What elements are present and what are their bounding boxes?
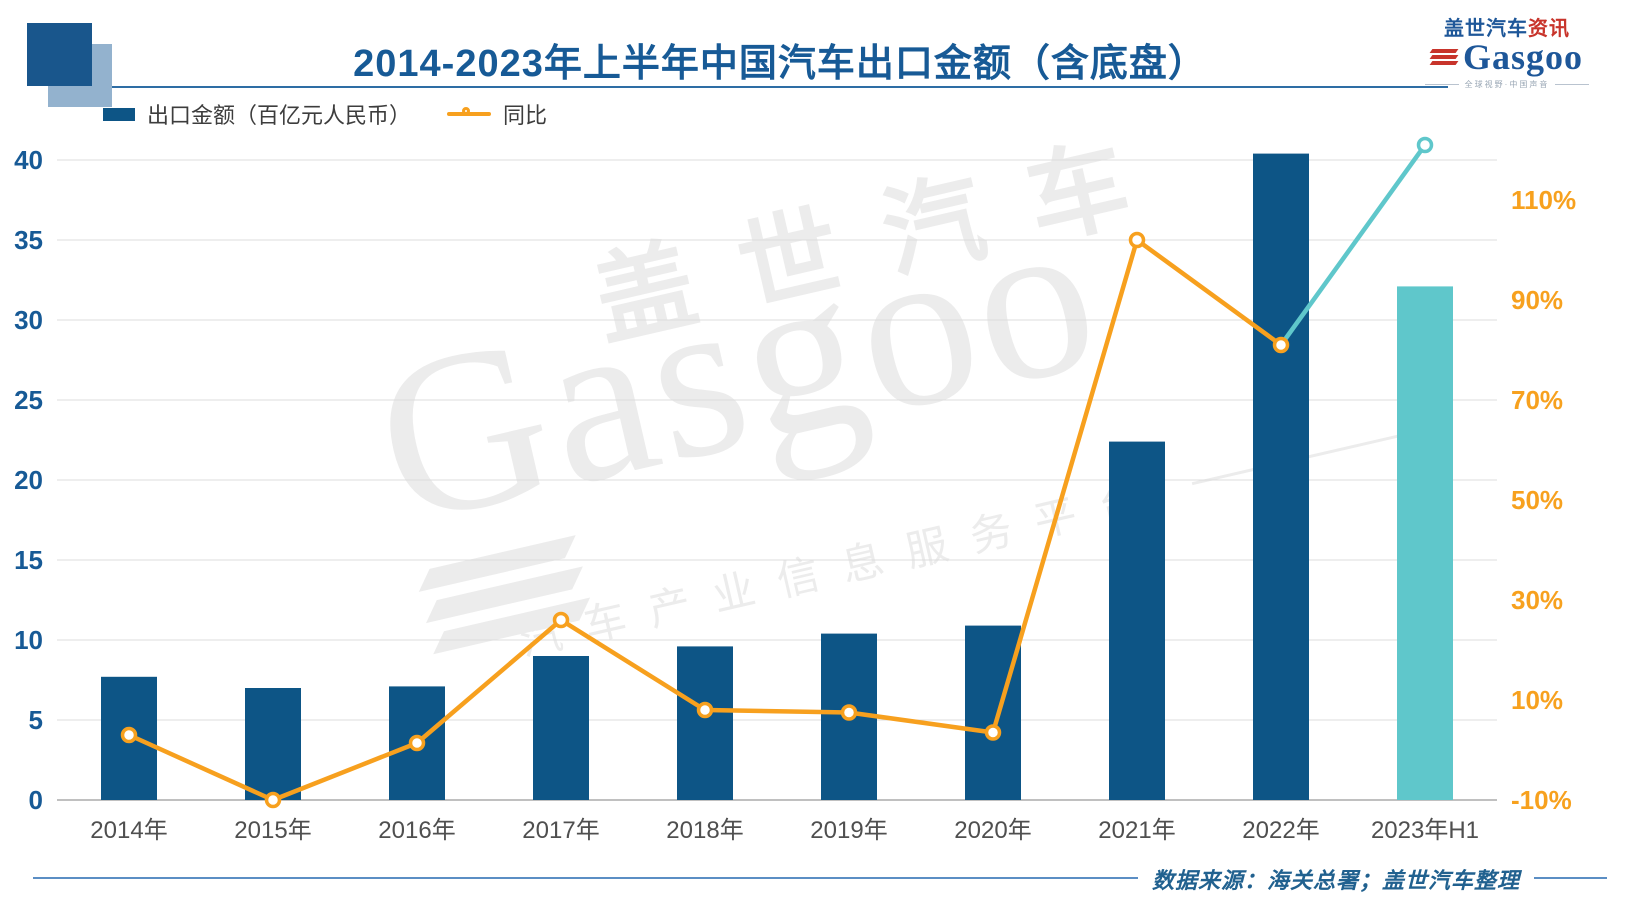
legend-line-stroke	[447, 112, 492, 116]
logo-tagline: 全球视野·中国声音	[1382, 79, 1632, 90]
left-axis-tick-30: 30	[14, 305, 43, 335]
x-axis-label-2018年: 2018年	[666, 817, 743, 844]
left-axis-tick-5: 5	[29, 705, 43, 735]
logo-brand-cn: 盖世汽车	[1444, 18, 1528, 40]
legend-bar-label: 出口金额（百亿元人民币）	[147, 103, 412, 128]
right-axis-tick-30%: 30%	[1511, 585, 1563, 615]
bar-2020年	[965, 625, 1021, 800]
legend-line-marker-icon	[462, 107, 471, 115]
bar-2022年	[1253, 153, 1309, 801]
line-marker-2021年	[1128, 231, 1146, 249]
bar-2017年	[533, 656, 589, 800]
x-axis-label-2023年H1: 2023年H1	[1371, 817, 1479, 844]
legend: 出口金额（百亿元人民币） 同比	[103, 98, 547, 130]
line-segment-5	[846, 710, 996, 735]
bar-2015年	[245, 688, 301, 800]
x-axis-label-2016年: 2016年	[378, 817, 455, 844]
x-axis-label-2021年: 2021年	[1098, 817, 1175, 844]
right-axis-tick-110%: 110%	[1511, 185, 1576, 215]
legend-line-glyph	[447, 107, 492, 121]
left-axis-tick-20: 20	[14, 465, 43, 495]
right-axis-tick-10%: 10%	[1511, 685, 1563, 715]
logo-brand-en: Gasgoo	[1462, 37, 1583, 77]
bar-2023年H1	[1397, 286, 1453, 800]
left-axis-tick-10: 10	[14, 625, 43, 655]
line-marker-2019年	[840, 704, 858, 721]
line-segment-1	[270, 740, 420, 803]
x-axis-label-2014年: 2014年	[90, 817, 167, 844]
line-marker-2020年	[984, 724, 1002, 741]
line-marker-2022年	[1272, 336, 1290, 354]
gasgoo-logo: 盖世汽车资讯 Gasgoo 全球视野·中国声音	[1382, 12, 1632, 90]
x-axis-label-2020年: 2020年	[954, 817, 1031, 844]
right-axis-tick-70%: 70%	[1511, 385, 1563, 415]
line-marker-2014年	[120, 726, 138, 744]
x-axis-label-2019年: 2019年	[810, 817, 887, 844]
line-segment-6	[990, 237, 1140, 735]
data-source-note: 数据来源：海关总署；盖世汽车整理	[1138, 863, 1535, 895]
left-axis-tick-0: 0	[29, 785, 43, 815]
legend-line-label: 同比	[503, 103, 548, 128]
bar-2021年	[1109, 441, 1165, 800]
logo-brand-cn-accent: 资讯	[1528, 18, 1570, 40]
bar-2018年	[677, 646, 733, 800]
x-axis-label-2015年: 2015年	[234, 817, 311, 844]
right-axis-tick-90%: 90%	[1511, 285, 1563, 315]
tagline-dash-left	[1424, 84, 1459, 85]
logo-tagline-text: 全球视野·中国声音	[1464, 80, 1550, 89]
legend-bar-swatch	[103, 107, 135, 121]
x-axis-label-2017年: 2017年	[522, 817, 599, 844]
line-marker-2018年	[696, 701, 714, 719]
tagline-dash-right	[1555, 84, 1590, 85]
x-axis-label-2022年: 2022年	[1242, 817, 1319, 844]
line-segment-8	[1278, 142, 1428, 348]
line-marker-2023年H1	[1416, 136, 1434, 154]
line-marker-2015年	[264, 791, 282, 809]
line-marker-2017年	[552, 611, 570, 629]
corner-square-dark	[27, 23, 92, 86]
left-axis-tick-35: 35	[14, 225, 43, 255]
line-marker-2016年	[408, 734, 426, 752]
logo-brand-en-row: Gasgoo	[1382, 39, 1632, 75]
left-axis-tick-40: 40	[14, 145, 43, 175]
left-axis-tick-15: 15	[14, 545, 43, 575]
line-segment-4	[702, 707, 852, 715]
left-axis-tick-25: 25	[14, 385, 43, 415]
logo-brand-cn-row: 盖世汽车资讯	[1382, 12, 1632, 41]
right-axis-tick--10%: -10%	[1511, 785, 1572, 815]
logo-stripes-icon	[1429, 47, 1459, 67]
line-segment-0	[126, 732, 276, 803]
footer-rule	[33, 877, 1607, 879]
line-segment-7	[1134, 237, 1284, 348]
page-title: 2014-2023年上半年中国汽车出口金额（含底盘）	[353, 43, 1207, 85]
title-underline	[90, 86, 1448, 88]
right-axis-tick-50%: 50%	[1511, 485, 1563, 515]
